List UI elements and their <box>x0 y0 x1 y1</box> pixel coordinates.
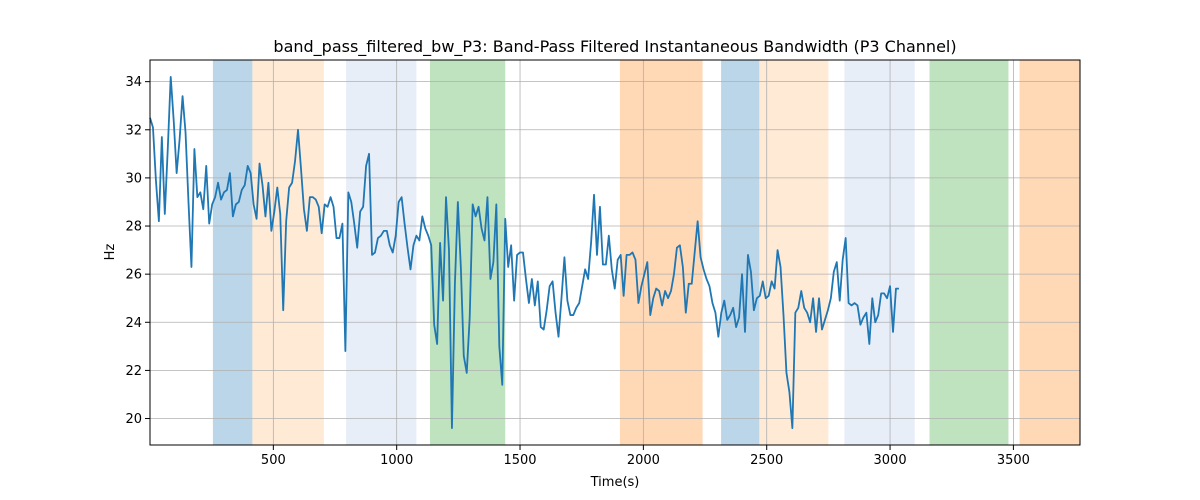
y-tick-label-2: 22 <box>125 364 142 379</box>
y-axis-label: Hz <box>103 244 118 261</box>
shaded-band-6 <box>721 60 760 445</box>
y-tick-label-5: 28 <box>125 220 142 235</box>
shaded-band-10 <box>1019 60 1080 445</box>
x-axis-label: Time(s) <box>590 475 640 490</box>
chart-title: band_pass_filtered_bw_P3: Band-Pass Filt… <box>273 37 956 57</box>
x-tick-label-6: 3000 <box>874 453 907 468</box>
shaded-band-4 <box>429 60 506 445</box>
x-tick-label-2: 1000 <box>380 453 413 468</box>
x-tick-label-3: 1500 <box>503 453 536 468</box>
plot-frame <box>149 59 1081 446</box>
shaded-band-1 <box>212 60 253 445</box>
x-tick-label-1: 500 <box>261 453 286 468</box>
shaded-band-8 <box>844 60 915 445</box>
shaded-band-9 <box>929 60 1009 445</box>
y-tick-label-8: 34 <box>125 75 142 90</box>
y-tick-label-6: 30 <box>125 171 142 186</box>
y-tick-label-1: 20 <box>125 412 142 427</box>
shaded-band-5 <box>619 60 703 445</box>
y-tick-label-7: 32 <box>125 123 142 138</box>
y-tick-label-4: 26 <box>125 268 142 283</box>
y-axis-ticks: 20 22 24 26 28 30 32 34 <box>125 75 150 427</box>
shaded-bands <box>212 60 1080 445</box>
y-tick-label-3: 24 <box>125 316 142 331</box>
grid-lines <box>150 60 1080 445</box>
shaded-band-2 <box>252 60 324 445</box>
x-tick-label-7: 3500 <box>997 453 1030 468</box>
shaded-band-3 <box>346 60 417 445</box>
x-tick-label-5: 2500 <box>750 453 783 468</box>
x-axis-ticks: 500 1000 1500 2000 2500 3000 3500 <box>261 445 1030 468</box>
series-line <box>149 75 899 430</box>
x-tick-label-4: 2000 <box>627 453 660 468</box>
